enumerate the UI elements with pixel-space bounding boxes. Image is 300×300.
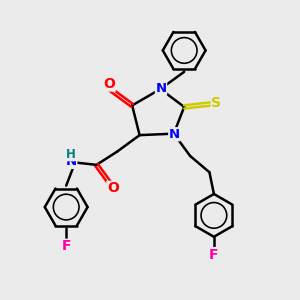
Text: H: H [66, 148, 76, 161]
Text: S: S [211, 96, 221, 110]
Text: N: N [155, 82, 167, 95]
Text: O: O [107, 181, 119, 195]
Text: N: N [66, 155, 77, 168]
Text: F: F [61, 239, 71, 253]
Text: N: N [169, 128, 180, 141]
Text: F: F [209, 248, 219, 262]
Text: O: O [103, 77, 115, 91]
